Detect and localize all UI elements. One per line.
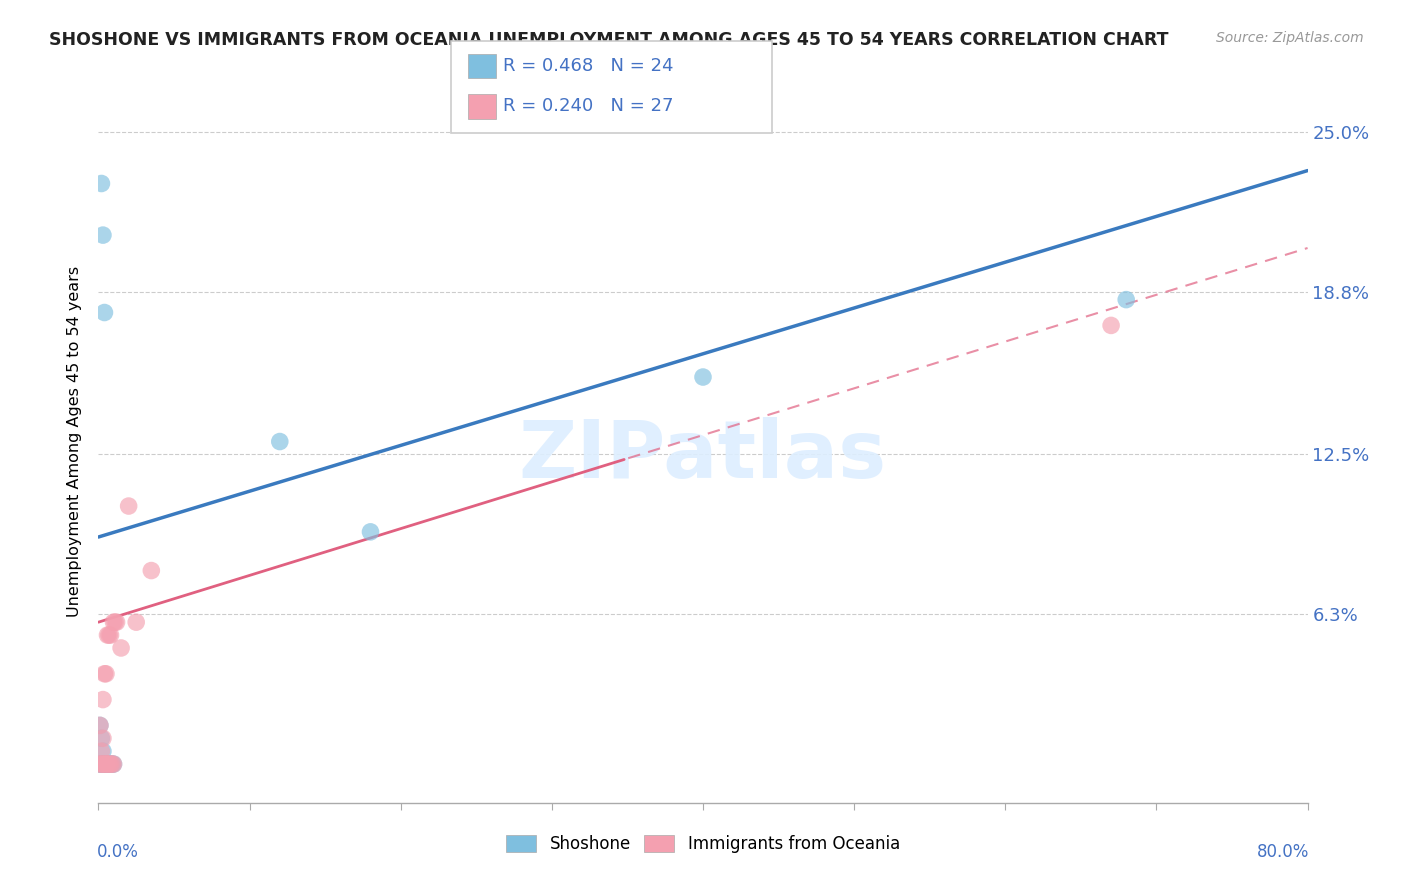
Point (269, 434, 291, 449)
Point (93, 666, 115, 681)
Point (692, 370, 714, 384)
Point (90, 757, 112, 772)
Text: R = 0.240   N = 27: R = 0.240 N = 27 (503, 97, 673, 115)
Point (93, 757, 115, 772)
Point (103, 757, 125, 772)
Point (98, 757, 121, 772)
Point (100, 628, 122, 642)
Point (105, 615, 128, 630)
Point (1099, 318, 1122, 333)
Point (94, 666, 117, 681)
Point (90, 757, 112, 772)
Point (141, 564, 163, 578)
Point (98, 628, 121, 642)
Point (91, 757, 114, 772)
Text: 80.0%: 80.0% (1257, 843, 1309, 861)
Point (1115, 293, 1137, 307)
Point (91, 757, 114, 772)
Point (94, 757, 117, 772)
Point (94, 757, 117, 772)
Legend: Shoshone, Immigrants from Oceania: Shoshone, Immigrants from Oceania (499, 828, 907, 860)
Text: SHOSHONE VS IMMIGRANTS FROM OCEANIA UNEMPLOYMENT AMONG AGES 45 TO 54 YEARS CORRE: SHOSHONE VS IMMIGRANTS FROM OCEANIA UNEM… (49, 31, 1168, 49)
Point (93, 305, 115, 319)
Point (91, 228, 114, 243)
Point (98, 757, 121, 772)
Point (89, 718, 111, 732)
Point (101, 757, 124, 772)
Point (360, 524, 382, 539)
Text: ZIPatlas: ZIPatlas (519, 417, 887, 495)
Point (104, 615, 127, 630)
Point (89, 718, 111, 732)
Point (91, 744, 114, 758)
Text: Source: ZipAtlas.com: Source: ZipAtlas.com (1216, 31, 1364, 45)
Point (91, 731, 114, 746)
Point (96, 757, 118, 772)
Point (125, 615, 148, 630)
Point (101, 757, 124, 772)
Point (118, 499, 141, 513)
Point (89, 757, 111, 772)
Point (96, 757, 118, 772)
Point (90, 757, 112, 772)
Point (90, 731, 112, 746)
Text: 0.0%: 0.0% (97, 843, 139, 861)
Point (103, 757, 125, 772)
Point (100, 757, 122, 772)
Y-axis label: Unemployment Among Ages 45 to 54 years: Unemployment Among Ages 45 to 54 years (67, 266, 83, 617)
Point (90, 744, 112, 758)
Point (96, 628, 118, 642)
Text: R = 0.468   N = 24: R = 0.468 N = 24 (503, 57, 673, 75)
Point (91, 757, 114, 772)
Point (110, 640, 132, 655)
Point (103, 615, 125, 630)
Point (93, 757, 115, 772)
Point (90, 177, 112, 191)
Point (100, 757, 122, 772)
Point (93, 757, 115, 772)
Point (89, 757, 111, 772)
Point (91, 692, 114, 706)
